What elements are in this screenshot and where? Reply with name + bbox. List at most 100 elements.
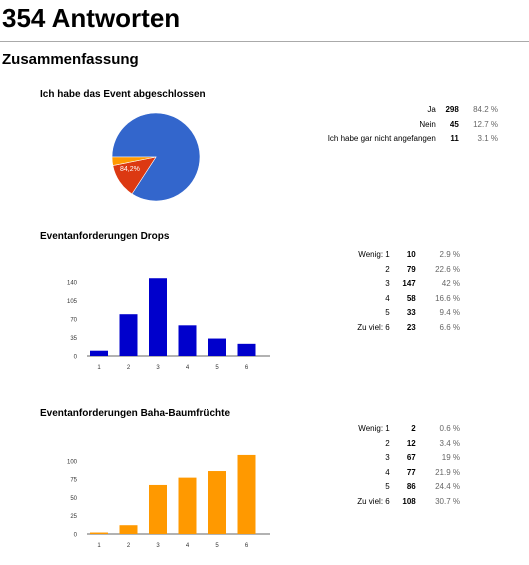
pie-slice-label: 84,2% <box>120 166 140 173</box>
bar <box>149 278 167 356</box>
row-count: 79 <box>406 264 416 274</box>
stats-table-event-completed: Ja 298 84.2 % Nein 45 12.7 % Ich habe gar nich… <box>300 103 498 147</box>
x-tick-label: 1 <box>97 543 101 549</box>
title-divider <box>0 41 529 42</box>
row-count: 147 <box>402 279 416 288</box>
row-label: 2 <box>385 438 390 448</box>
row-percent: 3.1 % <box>477 134 498 143</box>
x-tick-label: 4 <box>186 365 190 371</box>
bar-chart-baha: 0 25 50 75 100 1 2 3 4 5 6 <box>67 454 270 549</box>
x-tick-label: 4 <box>186 543 190 549</box>
row-label: 2 <box>385 264 390 274</box>
y-tick-label: 50 <box>70 496 77 502</box>
row-label: 4 <box>385 293 390 303</box>
row-label: Ja <box>427 105 436 114</box>
row-count: 45 <box>449 119 459 129</box>
y-tick-label: 140 <box>67 280 78 286</box>
row-percent: 24.4 % <box>435 482 460 491</box>
row-count: 12 <box>406 438 416 448</box>
bar-chart-drops: 0 35 70 105 140 1 2 3 4 5 6 <box>67 278 270 371</box>
x-tick-label: 1 <box>97 365 101 371</box>
row-percent: 12.7 % <box>473 119 498 129</box>
row-label: 5 <box>385 308 390 317</box>
section-title: Zusammenfassung <box>2 51 139 68</box>
stats-table-drops: Wenig: 1 10 2.9 % 2 79 22.6 % 3 147 42 % 4 58 16.6 … <box>338 248 460 335</box>
row-count: 58 <box>406 293 416 303</box>
table-row: Wenig: 1 10 2.9 % <box>338 248 460 263</box>
y-tick-label: 0 <box>74 533 78 539</box>
row-label: Wenig: 1 <box>358 250 390 259</box>
x-tick-label: 5 <box>215 365 219 371</box>
x-tick-label: 5 <box>215 543 219 549</box>
bar <box>237 343 256 356</box>
row-percent: 84.2 % <box>473 105 498 114</box>
row-percent: 0.6 % <box>439 424 460 433</box>
row-count: 77 <box>406 467 416 477</box>
bar <box>237 454 256 534</box>
bar <box>90 350 108 356</box>
row-percent: 2.9 % <box>439 250 460 259</box>
table-row: 3 147 42 % <box>338 277 460 292</box>
y-tick-label: 105 <box>67 299 78 305</box>
row-count: 86 <box>406 482 416 491</box>
table-row: Zu viel: 6 23 6.6 % <box>338 321 460 336</box>
x-tick-label: 6 <box>245 365 249 371</box>
table-row: Ich habe gar nicht angefangen 11 3.1 % <box>300 132 498 147</box>
chart-title-baha: Eventanforderungen Baha-Baumfrüchte <box>40 408 231 419</box>
row-label: 5 <box>385 482 390 491</box>
row-percent: 9.4 % <box>439 308 460 317</box>
y-tick-label: 25 <box>70 514 77 520</box>
row-count: 2 <box>411 424 416 433</box>
row-percent: 3.4 % <box>439 438 460 448</box>
pie-slice <box>111 156 157 166</box>
row-label: Nein <box>419 119 436 129</box>
x-tick-label: 3 <box>156 543 160 549</box>
row-label: Ich habe gar nicht angefangen <box>327 134 436 143</box>
table-row: Wenig: 1 2 0.6 % <box>338 422 460 437</box>
bar <box>149 484 167 534</box>
row-count: 67 <box>406 453 416 462</box>
x-tick-label: 6 <box>245 543 249 549</box>
row-percent: 42 % <box>441 279 460 288</box>
y-tick-label: 70 <box>70 317 77 323</box>
page-title: 354 Antworten <box>2 3 181 33</box>
row-count: 11 <box>450 134 459 143</box>
table-row: Zu viel: 6 108 30.7 % <box>338 495 460 510</box>
row-percent: 21.9 % <box>435 467 460 477</box>
bar <box>119 314 138 356</box>
table-row: 3 67 19 % <box>338 451 460 466</box>
table-row: 5 86 24.4 % <box>338 480 460 495</box>
x-tick-label: 3 <box>156 365 160 371</box>
row-percent: 19 % <box>441 453 460 462</box>
row-percent: 22.6 % <box>435 264 460 274</box>
y-tick-label: 35 <box>70 336 77 342</box>
table-row: 2 12 3.4 % <box>338 437 460 452</box>
bar <box>178 477 197 534</box>
row-percent: 30.7 % <box>435 496 460 506</box>
row-label: 4 <box>385 467 390 477</box>
row-count: 23 <box>406 322 416 332</box>
table-row: Nein 45 12.7 % <box>300 118 498 133</box>
x-tick-label: 2 <box>127 543 131 549</box>
bar <box>119 525 138 534</box>
bar <box>90 532 108 534</box>
table-row: 2 79 22.6 % <box>338 263 460 278</box>
chart-title-drops: Eventanforderungen Drops <box>40 231 170 242</box>
table-row: 5 33 9.4 % <box>338 306 460 321</box>
x-tick-label: 2 <box>127 365 131 371</box>
table-row: 4 77 21.9 % <box>338 466 460 481</box>
row-count: 33 <box>406 308 416 317</box>
y-tick-label: 100 <box>67 459 78 465</box>
stats-table-baha: Wenig: 1 2 0.6 % 2 12 3.4 % 3 67 19 % 4 77 21.9 % 5 8… <box>338 422 460 509</box>
row-label: Zu viel: 6 <box>357 322 390 332</box>
row-percent: 16.6 % <box>435 293 460 303</box>
y-tick-label: 75 <box>70 478 77 484</box>
y-tick-label: 0 <box>74 355 78 361</box>
table-row: 4 58 16.6 % <box>338 292 460 307</box>
row-label: Wenig: 1 <box>358 424 390 433</box>
pie-chart-event-completed: 84,2% <box>111 112 201 202</box>
bar <box>178 325 197 356</box>
row-percent: 6.6 % <box>439 322 460 332</box>
table-row: Ja 298 84.2 % <box>300 103 498 118</box>
row-count: 298 <box>445 105 459 114</box>
